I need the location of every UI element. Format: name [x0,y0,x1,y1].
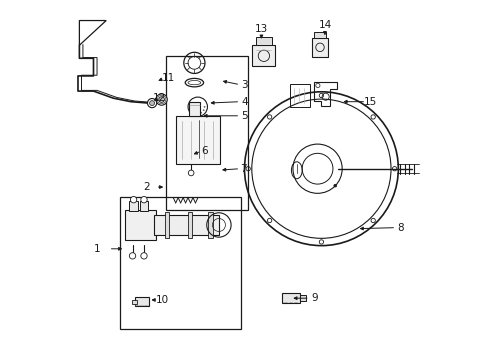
Bar [125,210,156,240]
Circle shape [370,115,375,119]
Circle shape [333,184,336,187]
Circle shape [159,97,164,102]
Bar [120,197,241,329]
Circle shape [319,240,323,244]
Bar [166,56,247,210]
Bar [135,297,149,306]
Text: 10: 10 [156,295,169,305]
Circle shape [188,170,194,176]
Circle shape [197,113,198,114]
Circle shape [203,109,204,111]
Circle shape [191,109,192,111]
Bar [299,295,305,301]
Bar [281,293,299,303]
Bar [129,201,138,211]
Bar [252,45,275,66]
Circle shape [149,100,154,105]
Text: 2: 2 [143,182,149,192]
Circle shape [193,112,195,113]
Circle shape [200,112,202,113]
Bar [314,32,325,38]
Text: 11: 11 [162,73,175,84]
Circle shape [129,253,136,259]
Text: 3: 3 [241,80,247,90]
Bar [311,38,328,57]
Bar [208,212,212,238]
Circle shape [203,106,204,107]
Circle shape [147,99,156,108]
Text: 6: 6 [201,146,208,156]
Bar [290,84,309,107]
Bar [187,212,191,238]
Circle shape [156,94,167,105]
Text: 14: 14 [318,21,331,31]
Ellipse shape [185,78,203,87]
Text: 1: 1 [94,244,100,254]
Circle shape [267,115,271,119]
Bar [164,212,169,238]
Bar [154,215,219,235]
Bar [140,201,148,211]
Text: 12: 12 [152,93,165,103]
Circle shape [141,197,147,203]
Text: 13: 13 [254,24,267,34]
Text: 7: 7 [240,164,246,174]
Circle shape [392,167,396,171]
Text: 9: 9 [310,293,317,303]
Circle shape [141,253,147,259]
Bar [188,102,200,116]
Bar [175,117,219,164]
Circle shape [130,197,137,203]
Circle shape [267,218,271,222]
Text: 5: 5 [241,111,247,121]
Text: 15: 15 [364,97,377,107]
Circle shape [245,167,250,171]
Circle shape [315,83,319,87]
Bar [132,300,137,304]
Circle shape [370,218,375,222]
Text: 4: 4 [241,97,247,107]
Bar [255,37,271,45]
Text: 8: 8 [396,222,403,233]
Circle shape [319,93,323,98]
